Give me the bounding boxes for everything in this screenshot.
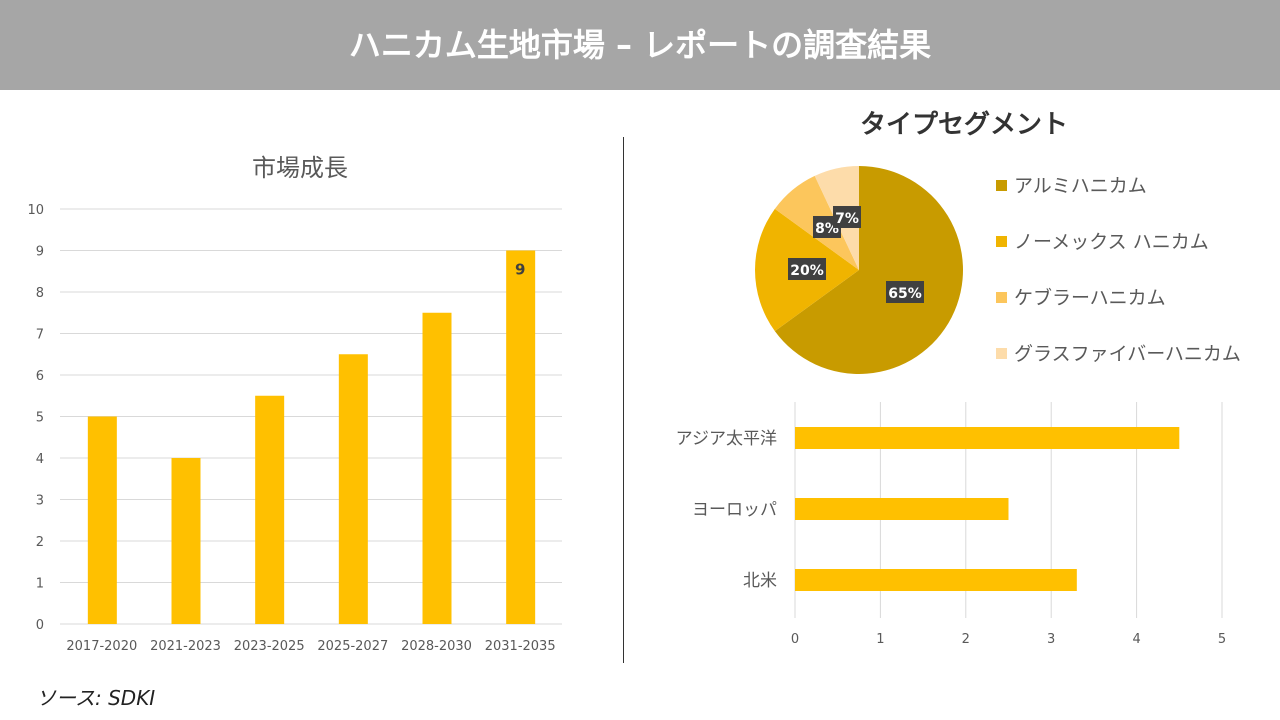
legend-swatch [996, 180, 1007, 191]
x-tick-label: 2028-2030 [401, 639, 472, 654]
x-tick-label: 2 [962, 632, 970, 647]
y-tick-label: 3 [36, 494, 44, 509]
bar [795, 498, 1009, 520]
legend-swatch [996, 292, 1007, 303]
page-title: ハニカム生地市場 – レポートの調査結果 [0, 0, 1280, 90]
y-tick-label: 6 [36, 369, 44, 384]
y-tick-label: 北米 [743, 571, 777, 591]
y-tick-label: 9 [36, 245, 44, 260]
market-growth-chart: 市場成長 0 1 2 3 4 5 6 7 8 9 10 2017-2020 2021-2023 2023-2… [27, 154, 562, 654]
data-label-box [833, 206, 861, 228]
data-label: 8% [815, 221, 839, 237]
data-label-box [886, 281, 924, 303]
data-label: 9 [515, 261, 525, 279]
legend-label: アルミハニカム [1014, 175, 1147, 197]
data-label: 7% [835, 211, 859, 227]
bar [171, 458, 201, 624]
x-tick-label: 2017-2020 [66, 639, 137, 654]
y-tick-label: ヨーロッパ [692, 500, 777, 520]
y-tick-label: 0 [36, 618, 44, 633]
y-tick-label: 10 [27, 203, 44, 218]
x-tick-label: 2021-2023 [150, 639, 221, 654]
bar [87, 416, 117, 624]
data-label-box [788, 258, 826, 280]
y-tick-label: 4 [36, 452, 44, 467]
x-tick-label: 2031-2035 [485, 639, 556, 654]
y-tick-label: 8 [36, 286, 44, 301]
legend-swatch [996, 236, 1007, 247]
x-tick-label: 2023-2025 [234, 639, 305, 654]
bar [795, 569, 1077, 591]
y-tick-label: 7 [36, 328, 44, 343]
data-label: 65% [888, 286, 922, 302]
y-tick-label: 2 [36, 535, 44, 550]
legend-swatch [996, 348, 1007, 359]
y-tick-label: 5 [36, 411, 44, 426]
bar [255, 395, 285, 624]
x-tick-label: 0 [791, 632, 799, 647]
data-label: 20% [790, 263, 824, 279]
y-tick-label: 1 [36, 577, 44, 592]
divider [623, 137, 624, 663]
bar [338, 354, 368, 624]
chart-title: タイプセグメント [860, 110, 1068, 140]
bar [795, 427, 1180, 449]
bar [422, 312, 452, 624]
y-tick-label: アジア太平洋 [676, 429, 777, 449]
legend-label: グラスファイバーハニカム [1014, 343, 1241, 365]
bar [506, 250, 536, 624]
legend-label: ケブラーハニカム [1014, 286, 1166, 309]
x-tick-label: 3 [1047, 632, 1055, 647]
x-tick-label: 2025-2027 [317, 639, 388, 654]
x-tick-label: 4 [1132, 632, 1140, 647]
pie-slice [774, 166, 963, 374]
chart-title: 市場成長 [252, 154, 348, 182]
x-tick-label: 5 [1218, 632, 1226, 647]
source-note: ソース: SDKI [36, 686, 156, 710]
x-tick-label: 1 [876, 632, 884, 647]
legend-label: ノーメックス ハニカム [1014, 231, 1209, 253]
